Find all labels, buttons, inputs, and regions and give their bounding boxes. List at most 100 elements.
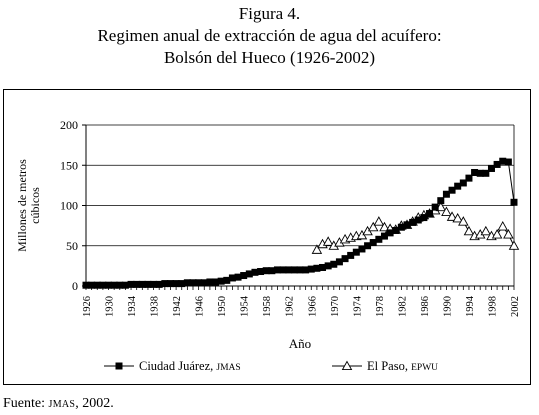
data-point-triangle [497,221,509,231]
data-point-square [448,186,456,194]
x-tick-label: 1962 [285,296,296,317]
data-point-square [454,182,462,190]
data-point-triangle [452,212,463,223]
data-point-square [414,216,422,224]
y-tick-label: 0 [72,279,78,293]
data-point-square [431,203,439,211]
data-point-square [268,267,276,275]
data-point-triangle [441,206,452,216]
data-point-square [178,280,186,288]
grid-layer [86,124,514,247]
data-point-square [347,251,355,259]
data-point-square [335,258,343,266]
data-point-square [392,226,400,234]
data-point-square [352,248,360,256]
data-point-square [369,239,377,247]
data-point-square [161,280,169,288]
data-point-square [471,168,479,176]
data-point-square [493,160,501,168]
figure-label: Figura 4. [238,4,301,23]
source-suffix: , 2002. [75,396,114,411]
data-point-square [426,210,434,218]
legend-marker-triangle [341,360,353,371]
x-tick-label: 1978 [375,296,386,317]
x-tick-label: 1954 [240,295,251,317]
data-point-square [234,273,242,281]
data-point-triangle [311,244,323,254]
x-tick-label: 1966 [307,296,318,317]
data-point-square [358,245,366,253]
series-layer [82,157,520,289]
x-tick-label: 1958 [262,296,273,317]
data-point-triangle [458,216,469,226]
data-point-square [364,242,372,250]
y-tick-label: 100 [60,199,78,213]
data-point-square [127,280,135,288]
x-tick-label: 1926 [82,296,93,317]
legend-layer: Ciudad Juárez, JMAS El Paso, EPWU [104,359,438,373]
data-point-square [138,280,146,288]
x-tick-label: 2002 [510,296,521,317]
data-point-triangle [503,229,514,239]
data-point-square [296,266,304,274]
x-tick-label: 1994 [465,295,476,317]
x-tick-label: 1942 [172,296,183,317]
data-point-square [212,278,220,286]
data-point-square [172,280,180,288]
y-axis-label-line-1: Millones de metros [15,159,29,252]
data-point-square [442,190,450,198]
data-point-square [257,268,265,276]
data-point-triangle [379,221,390,232]
data-point-square [217,277,225,285]
data-point-square [144,280,152,288]
data-point-square [273,266,281,274]
x-tick-label: 1986 [420,296,431,317]
data-point-square [313,264,321,272]
x-axis-label: Año [289,336,311,351]
x-tick-label: 1934 [127,295,138,317]
chart-title-line-1: Regimen anual de extracción de agua del … [97,26,442,45]
data-point-square [459,179,467,187]
data-point-square [240,272,248,280]
data-point-square [206,278,214,286]
chart-title-line-2: Bolsón del Hueco (1926-2002) [163,48,376,67]
data-point-square [380,232,388,240]
data-point-square [341,255,349,263]
x-tick-label: 1998 [487,296,498,317]
legend-label: El Paso, EPWU [367,359,438,373]
data-point-square [375,235,383,243]
data-point-square [487,164,495,172]
data-point-square [110,281,118,289]
x-tick-label: 1982 [397,296,408,317]
data-point-square [437,197,445,205]
data-point-square [88,281,96,289]
data-point-square [183,279,191,287]
data-point-triangle [322,236,334,246]
data-point-square [285,266,293,274]
data-point-square [93,281,101,289]
data-point-square [99,281,107,289]
data-point-triangle [446,211,458,221]
data-point-square [133,280,141,288]
data-point-triangle [491,229,503,239]
data-point-square [189,279,197,287]
data-point-square [324,262,332,270]
legend-label: Ciudad Juárez, JMAS [139,359,241,373]
data-point-triangle [463,225,475,236]
data-point-square [420,214,428,222]
data-point-square [465,174,473,182]
data-point-square [499,157,507,165]
data-point-square [510,198,518,206]
y-tick-label: 50 [66,239,78,253]
x-tick-label: 1974 [352,295,363,317]
data-point-square [386,229,394,237]
data-point-square [319,263,327,271]
y-tick-label: 150 [60,158,78,172]
x-tick-label: 1990 [442,296,453,317]
data-point-square [482,169,490,177]
data-point-square [116,281,124,289]
data-point-square [121,281,129,289]
data-point-square [403,221,411,229]
x-tick-label: 1938 [150,296,161,317]
data-point-square [476,169,484,177]
